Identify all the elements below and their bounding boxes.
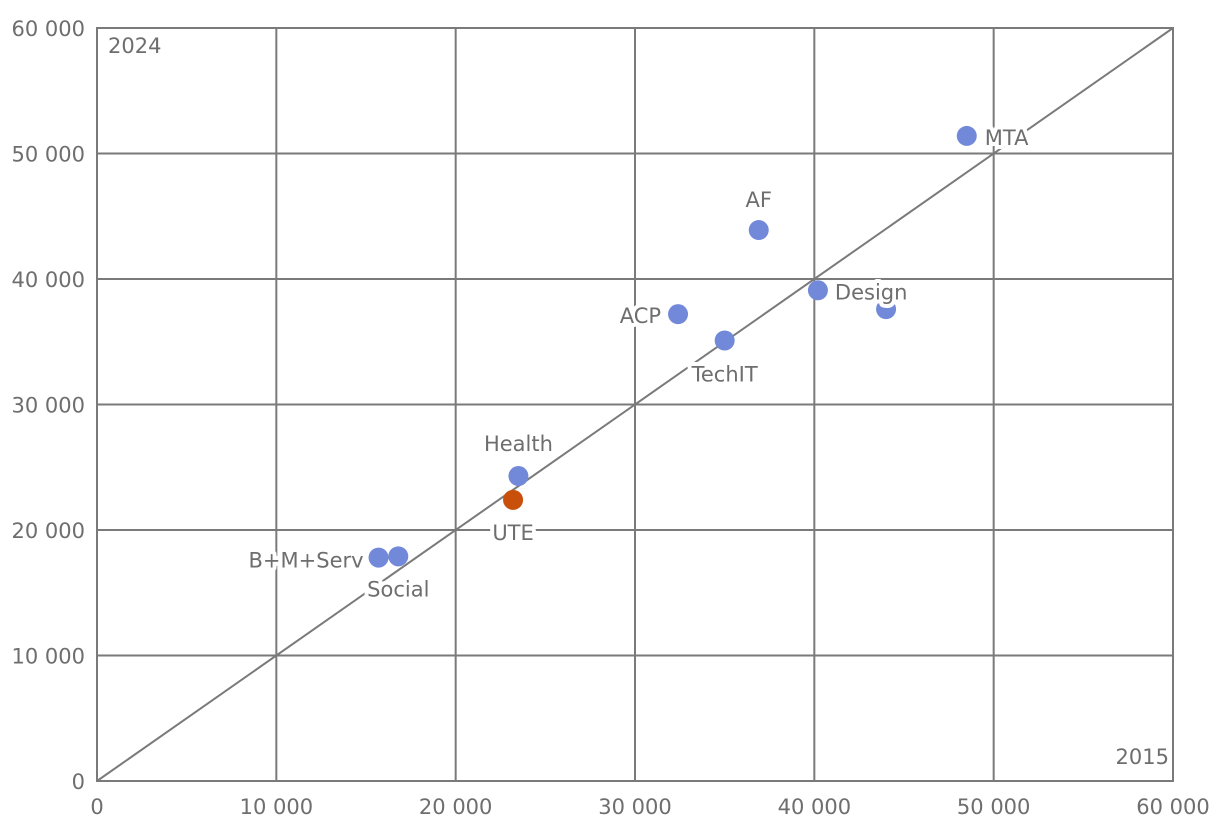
data-point xyxy=(368,547,389,568)
y-tick-label: 20 000 xyxy=(12,519,85,543)
x-tick-label: 20 000 xyxy=(419,795,492,819)
x-tick-label: 10 000 xyxy=(240,795,313,819)
y-tick-label: 30 000 xyxy=(12,394,85,418)
y-tick-label: 0 xyxy=(72,770,85,794)
data-point xyxy=(388,546,409,567)
x-axis-ticks: 0 10 000 20 000 30 000 40 000 50 000 60 000 xyxy=(90,795,1209,819)
x-tick-label: 40 000 xyxy=(778,795,851,819)
plot-frame xyxy=(96,27,1174,782)
data-point-label: MTA xyxy=(985,126,1029,150)
data-point xyxy=(508,466,529,487)
y-axis-ticks: 0 10 000 20 000 30 000 40 000 50 000 60 000 xyxy=(12,17,85,794)
data-point-label: UTE xyxy=(492,521,533,545)
data-point xyxy=(807,280,828,301)
data-point-label: TechIT xyxy=(691,362,758,386)
x-tick-label: 60 000 xyxy=(1136,795,1209,819)
data-point xyxy=(956,125,977,146)
data-point-labels: MTA AF Design ACP TechIT Health UTE B+M+ServSoc… xyxy=(245,122,1034,605)
data-point xyxy=(668,304,689,325)
data-point-label: AF xyxy=(746,188,772,212)
data-point xyxy=(503,489,524,510)
reference-line-y-equals-x xyxy=(96,27,1174,782)
data-point-label: B+M+Serv xyxy=(249,549,364,573)
data-points xyxy=(368,125,977,568)
data-point xyxy=(876,299,897,320)
y-axis-label: 2024 xyxy=(108,34,161,58)
data-point xyxy=(748,220,769,241)
x-tick-label: 50 000 xyxy=(957,795,1030,819)
data-point-label: ACP xyxy=(620,304,661,328)
x-axis-label: 2015 xyxy=(1116,745,1169,769)
y-tick-label: 50 000 xyxy=(12,143,85,167)
data-point-label: Design xyxy=(835,280,908,304)
y-tick-label: 10 000 xyxy=(12,645,85,669)
x-tick-label: 30 000 xyxy=(598,795,671,819)
y-tick-label: 40 000 xyxy=(12,268,85,292)
x-tick-label: 0 xyxy=(90,795,103,819)
data-point xyxy=(714,330,735,351)
y-tick-label: 60 000 xyxy=(12,17,85,41)
data-point-label: Social xyxy=(367,577,429,601)
data-point-label: Health xyxy=(484,432,553,456)
